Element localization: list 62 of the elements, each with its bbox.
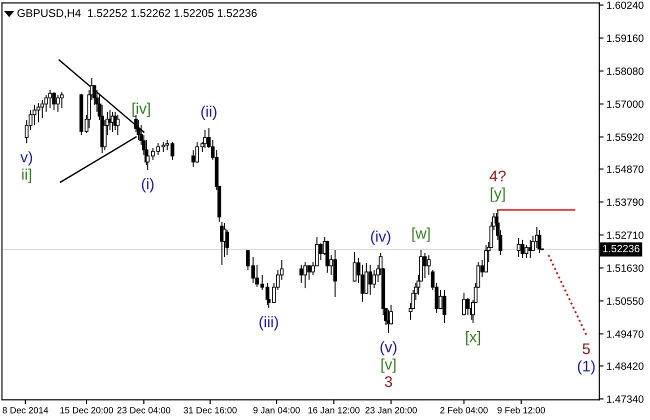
x-tick-label: 23 Dec 04:00 xyxy=(117,407,170,414)
y-tick-label: 1.51630 xyxy=(607,264,644,272)
y-tick-label: 1.52710 xyxy=(607,231,644,239)
x-tick-label: 23 Jan 20:00 xyxy=(365,407,417,414)
candlestick xyxy=(516,238,520,258)
candlestick xyxy=(191,150,196,168)
candlestick xyxy=(32,104,36,126)
y-tick-label: 1.48420 xyxy=(607,362,644,370)
y-tick-label: 1.53790 xyxy=(607,198,644,206)
annotation: [x] xyxy=(466,331,480,346)
y-tick-label: 1.49470 xyxy=(607,330,644,338)
candlestick xyxy=(116,114,120,136)
annotation: 5 xyxy=(582,344,590,354)
annotation: (iv) xyxy=(371,230,390,245)
annotation: [iv] xyxy=(132,102,150,117)
annotation: 3 xyxy=(384,376,392,388)
x-tick-label: 8 Dec 2014 xyxy=(2,407,48,414)
x-tick-label: 16 Jan 12:00 xyxy=(308,407,360,414)
x-tick-label: 31 Dec 16:00 xyxy=(184,407,237,414)
candlestick xyxy=(56,94,60,112)
y-tick-label: 1.59160 xyxy=(607,34,644,42)
candlestick xyxy=(52,92,56,111)
annotation: [w] xyxy=(412,228,430,242)
candlestick xyxy=(299,264,304,284)
candlestick xyxy=(520,239,524,258)
annotation: (v) xyxy=(380,341,396,356)
candlestick xyxy=(48,89,52,108)
candlestick xyxy=(538,230,542,254)
y-tick-label: 1.57000 xyxy=(607,100,644,108)
x-tick-label: 9 Jan 04:00 xyxy=(253,407,300,414)
candlestick xyxy=(307,264,311,280)
candlestick xyxy=(462,292,466,316)
candlestick xyxy=(203,129,207,148)
candlestick xyxy=(36,102,40,123)
x-tick-label: 9 Feb 12:00 xyxy=(498,406,545,414)
annotation: [y] xyxy=(490,188,505,202)
y-tick-label: 1.50550 xyxy=(607,297,644,305)
ref-line-label: 1.52236 xyxy=(603,244,640,252)
annotation: ii] xyxy=(22,168,32,183)
y-tick-label: 1.58080 xyxy=(607,68,644,75)
y-tick-label: 1.60240 xyxy=(607,2,644,9)
annotation: (1) xyxy=(578,360,595,375)
candlestick xyxy=(484,244,488,274)
candlestick xyxy=(303,262,308,289)
candlestick xyxy=(352,252,356,282)
annotation: (ii) xyxy=(201,106,216,120)
candlestick xyxy=(442,289,446,324)
candlestick xyxy=(60,92,64,108)
x-tick-label: 15 Dec 20:00 xyxy=(60,407,114,414)
chart-title: GBPUSD,H4 1.52252 1.52262 1.52205 1.52236 xyxy=(17,9,257,18)
annotation: v) xyxy=(20,151,32,166)
y-tick-label: 1.55920 xyxy=(607,133,644,141)
annotation: [v] xyxy=(381,358,396,373)
annotation: 4? xyxy=(490,170,506,182)
x-tick-label: 2 Feb 04:00 xyxy=(440,406,488,414)
annotation: (i) xyxy=(142,178,154,192)
annotation: (iii) xyxy=(260,316,278,330)
candlestick xyxy=(333,249,337,298)
candlestick xyxy=(368,264,372,296)
y-tick-label: 1.47340 xyxy=(607,395,644,403)
candlestick xyxy=(423,252,427,279)
y-tick-label: 1.54870 xyxy=(607,166,644,173)
